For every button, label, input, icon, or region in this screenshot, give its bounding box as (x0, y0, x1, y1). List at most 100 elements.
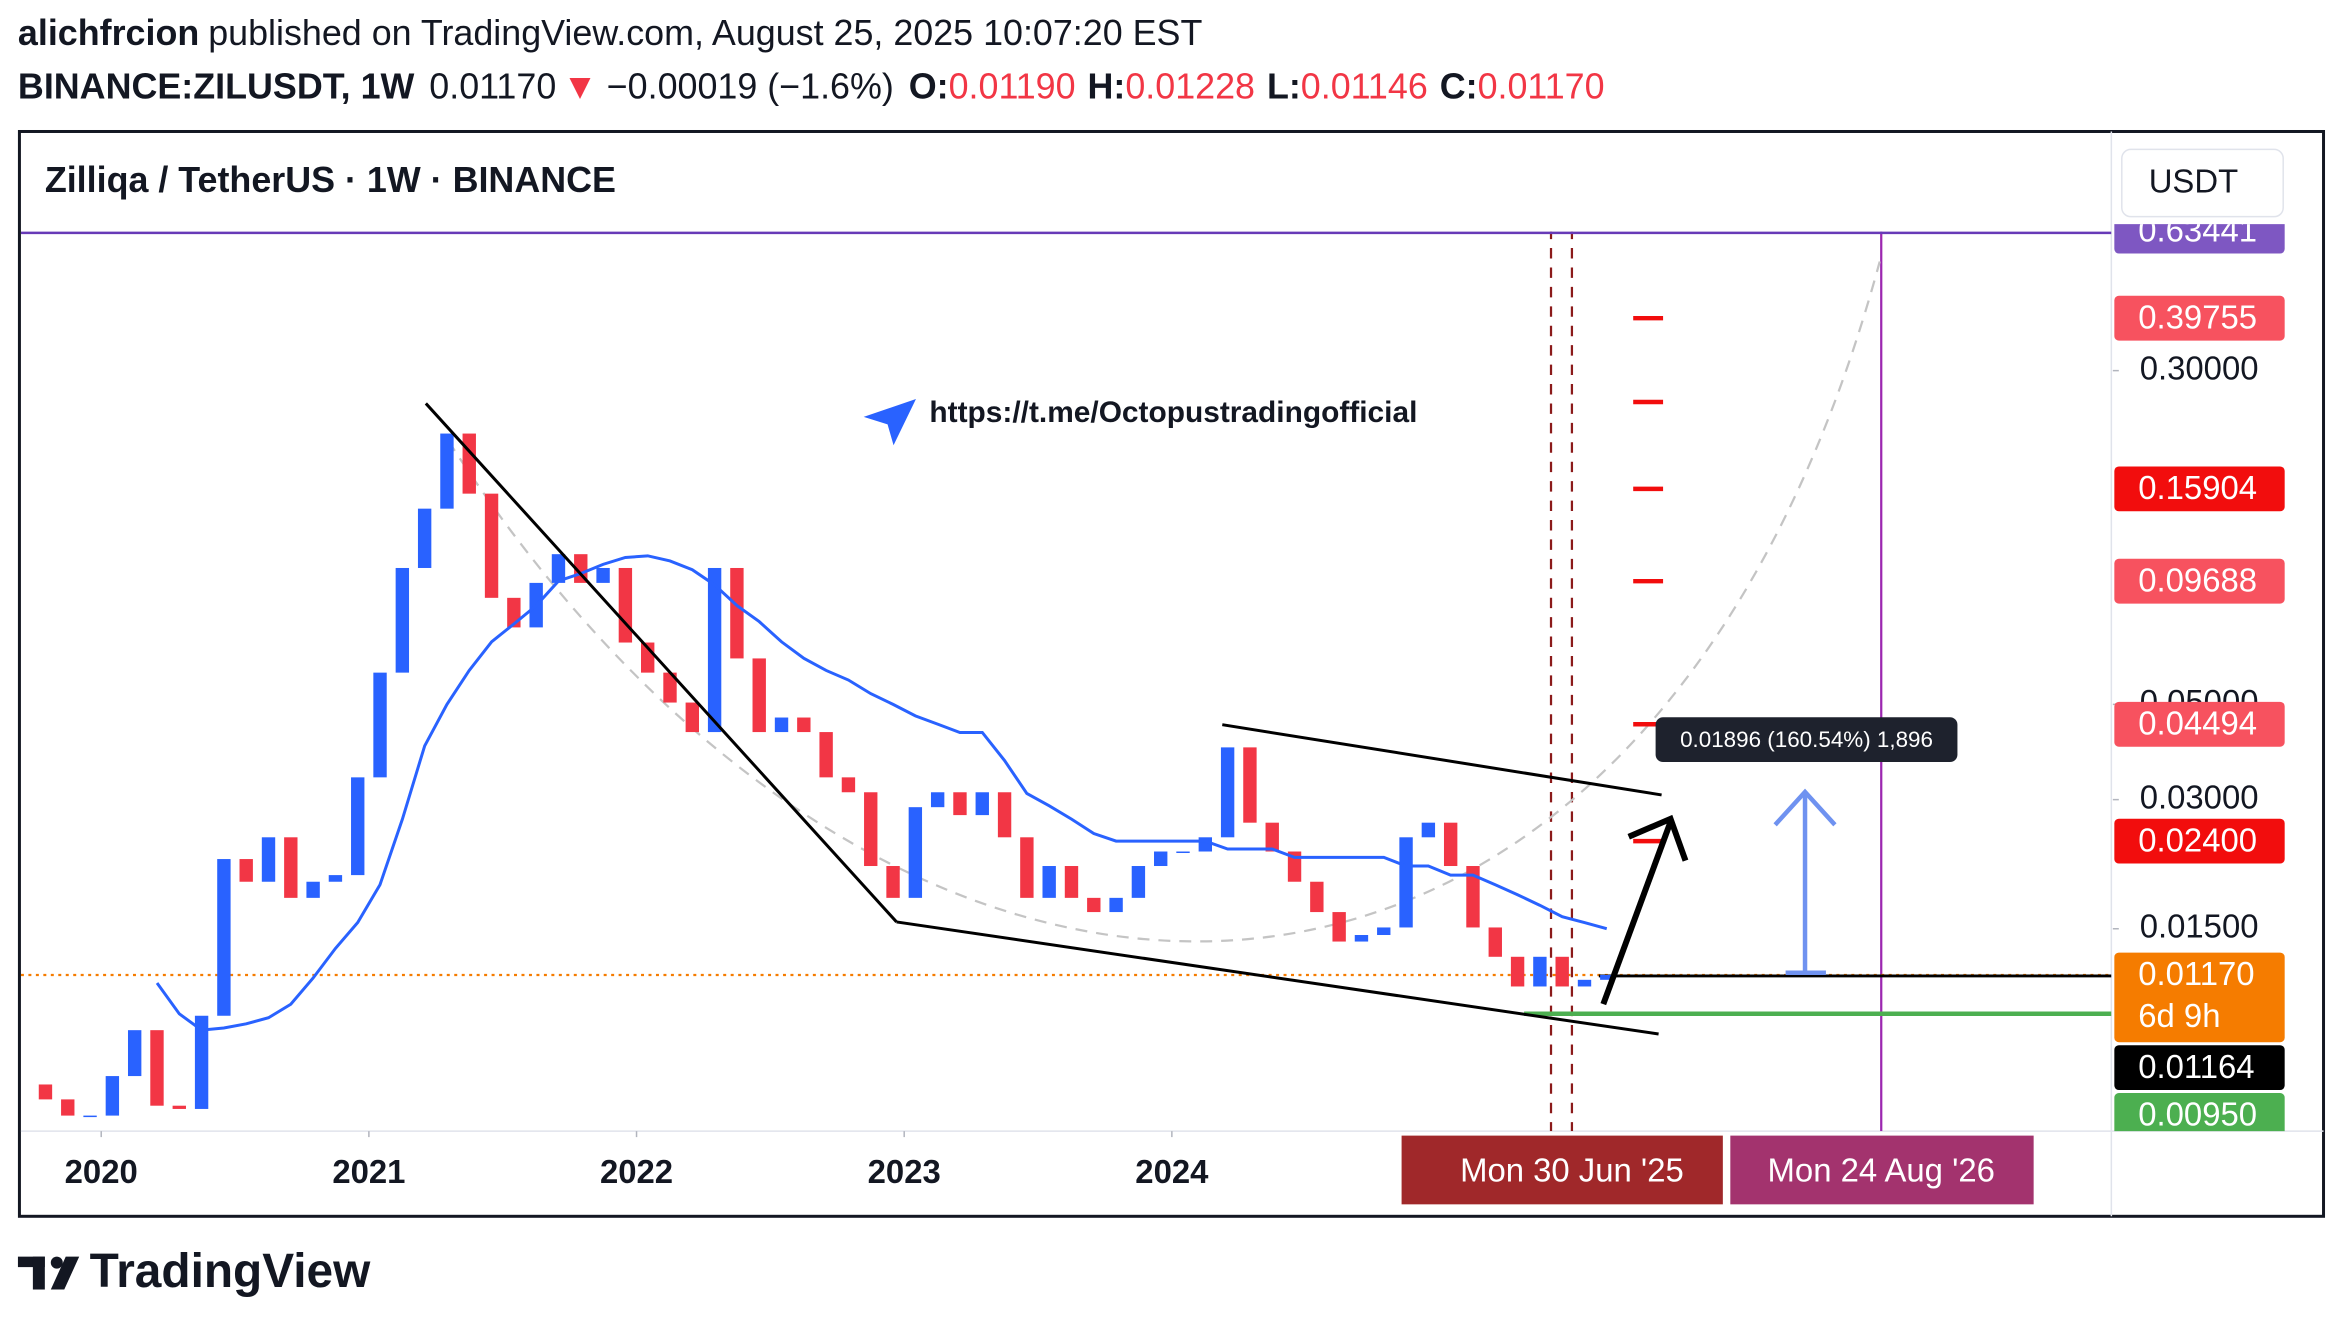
symbol-line: BINANCE:ZILUSDT, 1W 0.01170 ▼ −0.00019 (−1.… (18, 67, 1605, 107)
arrow-head (1627, 814, 1689, 862)
drawings: https://t.me/Octopustradingofficial (424, 396, 1837, 1036)
candle (953, 792, 967, 816)
price-label: 0.39755 (2138, 298, 2257, 335)
candle (83, 1115, 97, 1118)
logo-mark (17, 1256, 45, 1268)
plot-area (20, 231, 2112, 1132)
candle (1421, 822, 1436, 838)
candle (730, 567, 744, 659)
price-label-box (2114, 224, 2285, 254)
candle (819, 732, 833, 778)
candle (864, 792, 878, 867)
byline-text: published on TradingView.com, August 25,… (208, 13, 1202, 53)
candle (908, 807, 923, 898)
candle (284, 837, 298, 898)
candle (618, 567, 633, 643)
candle (1265, 822, 1279, 852)
candle (1020, 837, 1034, 898)
price-label-box (2114, 295, 2285, 341)
logo-mark (32, 1256, 45, 1290)
x-tick-label: 2024 (1135, 1153, 1209, 1190)
candle (1243, 747, 1257, 823)
candle (373, 672, 387, 778)
candle (1198, 837, 1213, 852)
h: 0.01228 (1125, 67, 1255, 107)
candle (328, 875, 343, 882)
trend-line (896, 920, 1659, 1036)
candle (551, 554, 566, 583)
time-label: Mon 24 Aug '26 (1768, 1152, 1995, 1189)
candle (1332, 912, 1346, 942)
chart-frame (17, 129, 2326, 1218)
telegram-icon (863, 398, 916, 446)
candle (841, 777, 856, 793)
candle (239, 859, 253, 882)
candle (127, 1030, 142, 1077)
measure-tooltip (1655, 717, 1958, 763)
candle (1087, 897, 1101, 913)
candle (1287, 851, 1302, 882)
x-tick-label: 2020 (65, 1153, 138, 1190)
price-label: 0.04494 (2138, 704, 2257, 741)
l-label: L: (1267, 67, 1301, 107)
candle (1354, 935, 1369, 942)
candle (975, 792, 989, 816)
candle (172, 1105, 186, 1109)
candle (38, 1084, 53, 1100)
price-label: 0.09688 (2138, 561, 2257, 598)
candle (351, 777, 365, 876)
candle (1466, 866, 1480, 928)
c: 0.01170 (1478, 67, 1605, 107)
candle (1510, 956, 1525, 987)
time-label-box (1401, 1135, 1723, 1205)
candle (395, 567, 410, 673)
candle (194, 1015, 209, 1109)
change-arrow: ▼ (562, 67, 598, 107)
candle (1443, 822, 1458, 867)
candle (930, 792, 945, 808)
candle (1600, 974, 1614, 980)
x-tick-label: 2021 (332, 1153, 405, 1190)
price-label-box (2114, 558, 2285, 604)
brand: TradingView (90, 1245, 371, 1298)
price-label-box (2114, 701, 2285, 747)
change: −0.00019 (−1.6%) (607, 67, 894, 107)
currency[interactable]: USDT (2149, 162, 2238, 199)
candle (261, 837, 276, 882)
candle (663, 672, 677, 703)
candle (596, 567, 610, 583)
candle (1488, 927, 1502, 957)
price-label-box (2114, 1093, 2285, 1132)
symbol: BINANCE:ZILUSDT, 1W (18, 67, 415, 107)
candle (150, 1030, 164, 1106)
countdown: 6d 9h (2138, 997, 2220, 1034)
price-label-box (2114, 952, 2285, 1043)
candle (685, 702, 699, 733)
candle (1533, 956, 1547, 987)
last: 0.01170 (429, 67, 556, 107)
currency-button[interactable] (2121, 148, 2284, 218)
trend-line (424, 402, 898, 923)
time-label: Mon 30 Jun '25 (1460, 1152, 1684, 1189)
link[interactable]: https://t.me/Octopustradingofficial (929, 396, 1417, 429)
y-tick-label: 0.01500 (2140, 907, 2259, 944)
time-label-box (1730, 1135, 2034, 1205)
price-label: 0.00950 (2138, 1096, 2257, 1133)
candle (1176, 851, 1190, 854)
candle (707, 567, 722, 733)
y-tick-label: 0.30000 (2140, 349, 2259, 386)
c-label: C: (1440, 67, 1478, 107)
candle (1377, 927, 1391, 936)
price-label: 0.01170 (2138, 955, 2254, 992)
y-tick-label: 0.03000 (2140, 778, 2259, 815)
logo-mark (50, 1256, 80, 1290)
price-label: 0.15904 (2138, 469, 2257, 506)
l: 0.01146 (1301, 67, 1428, 107)
price-label-box (2114, 818, 2285, 864)
o: 0.01190 (949, 67, 1076, 107)
candle (886, 866, 900, 898)
candle (417, 508, 432, 568)
